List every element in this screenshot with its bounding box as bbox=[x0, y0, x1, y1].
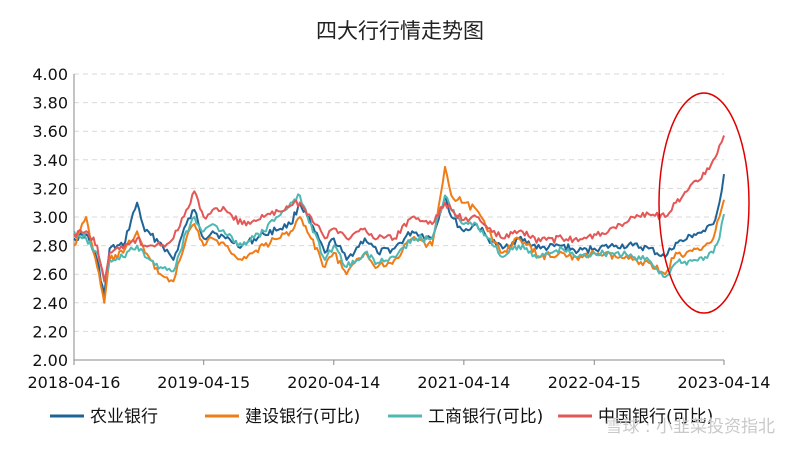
x-tick-label: 2018-04-16 bbox=[28, 373, 121, 392]
x-tick-label: 2020-04-14 bbox=[287, 373, 380, 392]
x-tick-label: 2023-04-14 bbox=[678, 373, 771, 392]
x-tick-label: 2019-04-15 bbox=[157, 373, 250, 392]
y-tick-label: 2.20 bbox=[32, 322, 68, 341]
y-tick-label: 3.80 bbox=[32, 94, 68, 113]
x-axis-ticks: 2018-04-16 2019-04-15 2020-04-14 2021-04-14… bbox=[28, 360, 771, 392]
y-axis-ticks: 2.00 2.20 2.40 2.60 2.80 3.00 3.20 3.40 3.60 3.80… bbox=[32, 65, 68, 370]
series-line-1 bbox=[73, 173, 725, 297]
watermark-text: 雪球 : 小韭菜投资指北 bbox=[605, 417, 775, 437]
y-tick-label: 3.40 bbox=[32, 151, 68, 170]
series-lines bbox=[73, 135, 725, 304]
y-tick-label: 3.60 bbox=[32, 122, 68, 141]
legend-label: 农业银行 bbox=[90, 407, 158, 427]
grid-lines bbox=[73, 73, 724, 361]
highlight-ellipse bbox=[658, 92, 750, 314]
x-tick-label: 2021-04-14 bbox=[417, 373, 510, 392]
legend: 农业银行 建设银行(可比) 工商银行(可比) 中国银行(可比) bbox=[50, 407, 713, 427]
x-tick-label: 2022-04-15 bbox=[548, 373, 641, 392]
legend-label: 中国银行(可比) bbox=[598, 407, 713, 427]
y-tick-label: 3.00 bbox=[32, 208, 68, 227]
y-tick-label: 2.00 bbox=[32, 351, 68, 370]
series-line-3 bbox=[73, 193, 725, 283]
series-line-4 bbox=[73, 135, 725, 283]
chart-title: 四大行行情走势图 bbox=[316, 19, 484, 43]
y-tick-label: 3.20 bbox=[32, 179, 68, 198]
series-line-2 bbox=[73, 165, 725, 304]
y-tick-label: 2.60 bbox=[32, 265, 68, 284]
legend-label: 工商银行(可比) bbox=[428, 407, 543, 427]
legend-label: 建设银行(可比) bbox=[245, 407, 360, 427]
y-tick-label: 2.80 bbox=[32, 237, 68, 256]
y-tick-label: 2.40 bbox=[32, 294, 68, 313]
y-tick-label: 4.00 bbox=[32, 65, 68, 84]
